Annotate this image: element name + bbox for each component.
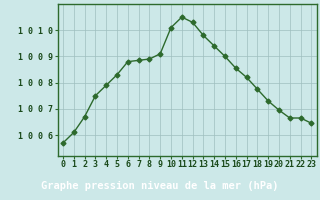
Text: Graphe pression niveau de la mer (hPa): Graphe pression niveau de la mer (hPa) <box>41 181 279 191</box>
